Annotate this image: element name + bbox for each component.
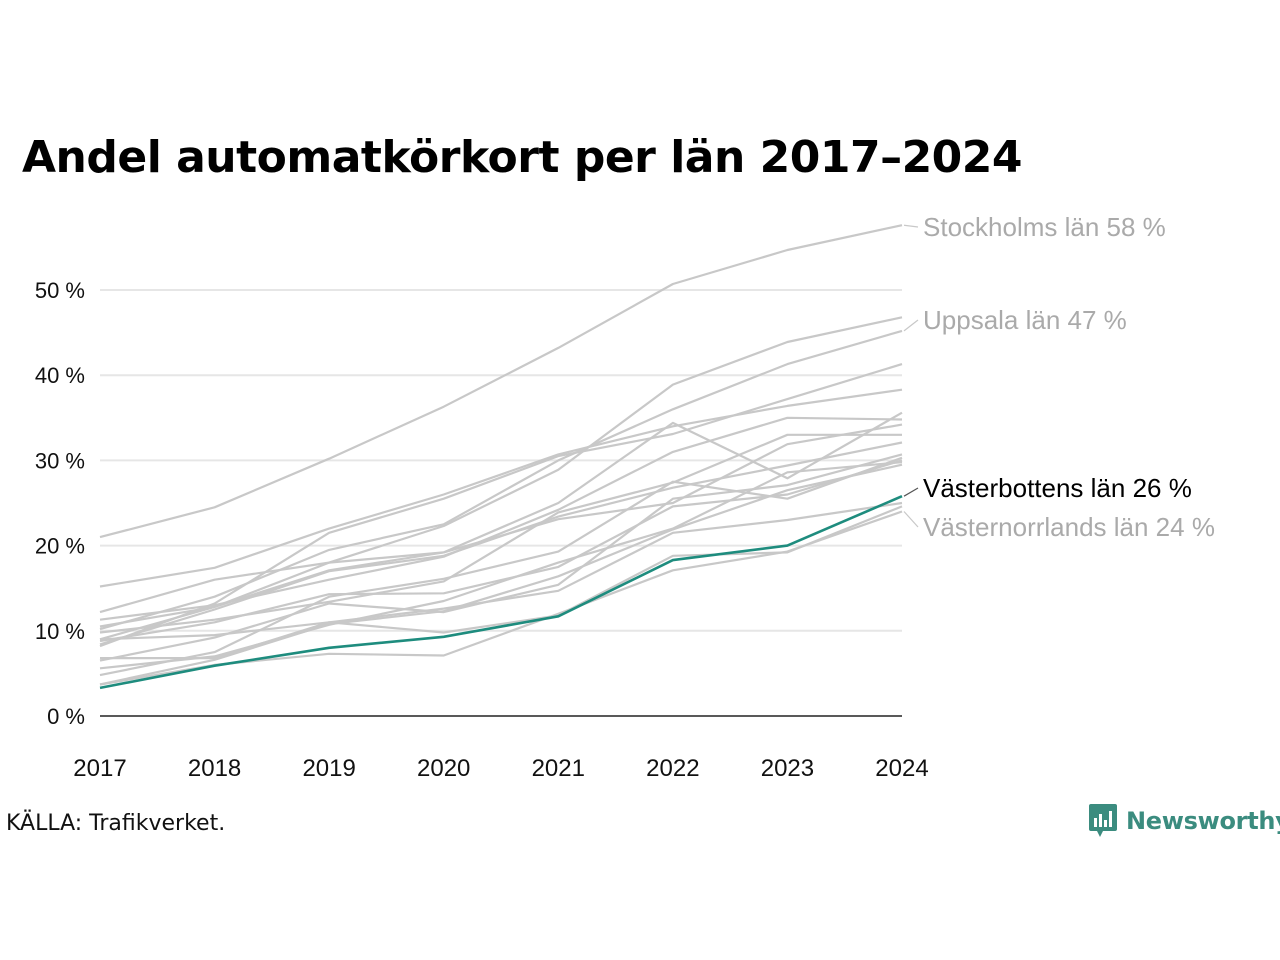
- series-line: [99, 459, 903, 643]
- series-line-highlight: [99, 495, 903, 690]
- series-line: [99, 453, 903, 662]
- y-tick-label: 10 %: [35, 619, 85, 644]
- axes: 0 % 10 % 20 % 30 % 40 % 50 % 2017 2018 2019 2020 2…: [35, 278, 929, 782]
- brand[interactable]: Newsworthy: [1088, 803, 1280, 839]
- x-tick-label: 2022: [646, 755, 699, 782]
- x-tick-label: 2021: [532, 755, 585, 782]
- x-tick-label: 2019: [302, 755, 355, 782]
- series-line: [99, 505, 903, 641]
- chart-title: Andel automatkörkort per län 2017–2024: [22, 132, 1023, 183]
- x-tick-label: 2017: [73, 755, 126, 782]
- x-tick-label: 2024: [875, 755, 928, 782]
- series-label: Stockholms län 58 %: [923, 212, 1166, 242]
- label-leader-line: [903, 319, 919, 332]
- series-line: [100, 501, 903, 660]
- newsworthy-logo-icon: [1089, 804, 1117, 837]
- y-tick-label: 30 %: [35, 448, 85, 473]
- label-leader-line: [903, 511, 919, 528]
- series-line: [99, 363, 903, 648]
- series-label-highlight: Västerbottens län 26 %: [923, 473, 1192, 503]
- y-tick-label: 40 %: [35, 363, 85, 388]
- y-tick-label: 20 %: [35, 534, 85, 559]
- x-tick-label: 2023: [761, 755, 814, 782]
- series-labels: Stockholms län 58 % Uppsala län 47 % Väste…: [903, 212, 1215, 542]
- series-line: [99, 441, 903, 646]
- y-tick-label: 50 %: [35, 278, 85, 303]
- label-leader-line: [903, 224, 919, 228]
- series-line: [99, 463, 903, 686]
- series-label: Uppsala län 47 %: [923, 305, 1127, 335]
- series-line: [99, 224, 903, 539]
- label-leader-line: [903, 487, 919, 497]
- series-line: [99, 423, 903, 628]
- series-line: [99, 388, 903, 588]
- source-note: KÄLLA: Trafikverket.: [6, 811, 226, 836]
- series-lines: [99, 224, 903, 690]
- x-tick-label: 2018: [188, 755, 241, 782]
- series-line: [99, 329, 903, 631]
- series-line: [99, 316, 903, 641]
- x-tick-label: 2020: [417, 755, 470, 782]
- brand-name: Newsworthy: [1126, 807, 1280, 835]
- series-label: Västernorrlands län 24 %: [923, 512, 1215, 542]
- y-tick-label: 0 %: [47, 704, 85, 729]
